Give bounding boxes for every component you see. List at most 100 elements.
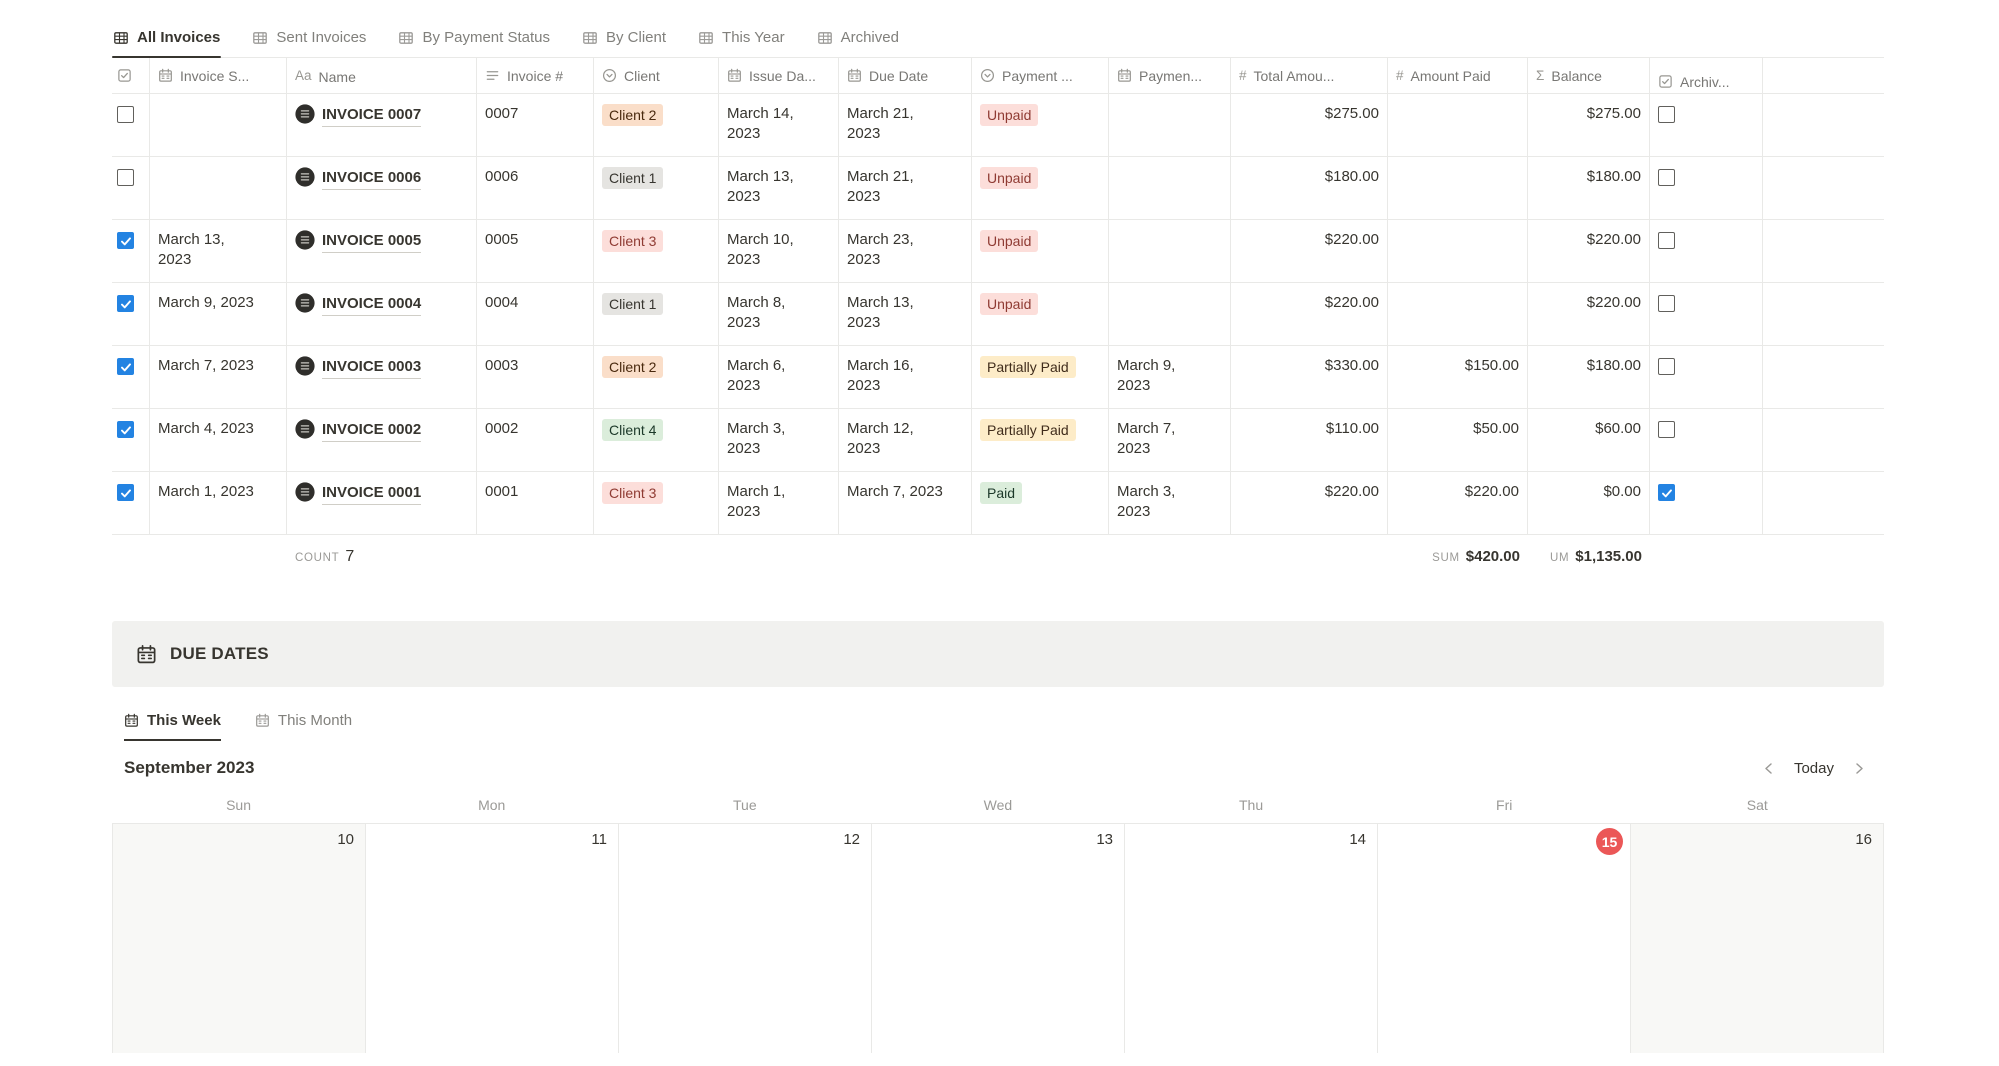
balance-cell[interactable]: $220.00 [1528,220,1650,282]
table-row[interactable]: March 13, 2023 INVOICE 0005 0005 Client … [112,220,1884,283]
column-header-payment-status[interactable]: Payment ... [972,58,1109,93]
column-header-payment-date[interactable]: Paymen... [1109,58,1231,93]
invoice-page-link[interactable]: INVOICE 0004 [322,294,422,317]
row-select-cell[interactable] [112,409,150,471]
payment-status-cell[interactable]: Partially Paid [972,409,1109,471]
next-week-button[interactable] [1848,757,1870,779]
issue-date-cell[interactable]: March 10, 2023 [719,220,839,282]
calendar-cell-fri-today[interactable]: 15 [1378,824,1631,1053]
row-select-checkbox[interactable] [117,232,134,249]
table-row[interactable]: March 1, 2023 INVOICE 0001 0001 Client 3… [112,472,1884,535]
invoice-sent-cell[interactable]: March 1, 2023 [150,472,287,534]
table-row[interactable]: March 7, 2023 INVOICE 0003 0003 Client 2… [112,346,1884,409]
due-tab-this-week[interactable]: This Week [124,712,221,741]
invoice-sent-cell[interactable]: March 4, 2023 [150,409,287,471]
invoice-name-cell[interactable]: INVOICE 0004 [287,283,477,345]
column-header-total-amount[interactable]: # Total Amou... [1231,58,1388,93]
issue-date-cell[interactable]: March 8, 2023 [719,283,839,345]
invoice-sent-cell[interactable]: March 13, 2023 [150,220,287,282]
view-tab-sent-invoices[interactable]: Sent Invoices [251,29,367,57]
invoice-number-cell[interactable]: 0005 [477,220,594,282]
archived-checkbox[interactable] [1658,421,1675,438]
table-row[interactable]: March 4, 2023 INVOICE 0002 0002 Client 4… [112,409,1884,472]
invoice-sent-cell[interactable] [150,94,287,156]
client-cell[interactable]: Client 3 [594,220,719,282]
invoice-page-link[interactable]: INVOICE 0003 [322,357,422,380]
today-button[interactable]: Today [1793,759,1834,777]
invoice-number-cell[interactable]: 0004 [477,283,594,345]
total-amount-cell[interactable]: $110.00 [1231,409,1388,471]
issue-date-cell[interactable]: March 14, 2023 [719,94,839,156]
total-amount-cell[interactable]: $330.00 [1231,346,1388,408]
column-header-invoice-sent[interactable]: Invoice S... [150,58,287,93]
client-cell[interactable]: Client 1 [594,283,719,345]
client-cell[interactable]: Client 1 [594,157,719,219]
table-row[interactable]: INVOICE 0007 0007 Client 2 March 14, 202… [112,94,1884,157]
invoice-number-cell[interactable]: 0002 [477,409,594,471]
invoice-sent-cell[interactable] [150,157,287,219]
header-select-all[interactable] [112,58,150,93]
archived-cell[interactable] [1650,346,1763,408]
column-header-archived[interactable]: Archiv... [1650,58,1763,93]
balance-cell[interactable]: $60.00 [1528,409,1650,471]
due-tab-this-month[interactable]: This Month [255,712,352,741]
payment-status-cell[interactable]: Paid [972,472,1109,534]
payment-status-cell[interactable]: Partially Paid [972,346,1109,408]
total-amount-cell[interactable]: $180.00 [1231,157,1388,219]
amount-paid-cell[interactable]: $220.00 [1388,472,1528,534]
archived-cell[interactable] [1650,409,1763,471]
invoice-number-cell[interactable]: 0001 [477,472,594,534]
row-select-cell[interactable] [112,94,150,156]
view-tab-all-invoices[interactable]: All Invoices [112,29,222,58]
archived-checkbox[interactable] [1658,484,1675,501]
payment-date-cell[interactable] [1109,94,1231,156]
calendar-cell-mon[interactable]: 11 [366,824,619,1053]
payment-date-cell[interactable] [1109,220,1231,282]
due-date-cell[interactable]: March 12, 2023 [839,409,972,471]
row-select-cell[interactable] [112,220,150,282]
invoice-number-cell[interactable]: 0006 [477,157,594,219]
row-select-checkbox[interactable] [117,484,134,501]
balance-cell[interactable]: $220.00 [1528,283,1650,345]
invoice-sent-cell[interactable]: March 7, 2023 [150,346,287,408]
archived-cell[interactable] [1650,94,1763,156]
row-select-cell[interactable] [112,157,150,219]
issue-date-cell[interactable]: March 6, 2023 [719,346,839,408]
row-select-checkbox[interactable] [117,169,134,186]
total-amount-cell[interactable]: $220.00 [1231,220,1388,282]
view-tab-by-client[interactable]: By Client [581,29,667,57]
issue-date-cell[interactable]: March 1, 2023 [719,472,839,534]
row-select-checkbox[interactable] [117,358,134,375]
amount-paid-cell[interactable]: $150.00 [1388,346,1528,408]
archived-cell[interactable] [1650,283,1763,345]
client-cell[interactable]: Client 2 [594,94,719,156]
sum-amount-paid-aggregate[interactable]: SUM $420.00 [1432,548,1520,565]
count-aggregate[interactable]: COUNT 7 [295,548,354,566]
invoice-name-cell[interactable]: INVOICE 0003 [287,346,477,408]
invoice-name-cell[interactable]: INVOICE 0002 [287,409,477,471]
client-cell[interactable]: Client 3 [594,472,719,534]
row-select-checkbox[interactable] [117,106,134,123]
payment-status-cell[interactable]: Unpaid [972,283,1109,345]
calendar-cell-sat[interactable]: 16 [1631,824,1884,1053]
payment-status-cell[interactable]: Unpaid [972,94,1109,156]
table-row[interactable]: March 9, 2023 INVOICE 0004 0004 Client 1… [112,283,1884,346]
invoice-name-cell[interactable]: INVOICE 0006 [287,157,477,219]
prev-week-button[interactable] [1758,757,1780,779]
invoice-page-link[interactable]: INVOICE 0007 [322,105,422,128]
calendar-cell-wed[interactable]: 13 [872,824,1125,1053]
invoice-number-cell[interactable]: 0003 [477,346,594,408]
column-header-name[interactable]: Aa Name [287,58,477,93]
calendar-cell-sun[interactable]: 10 [113,824,366,1053]
invoice-name-cell[interactable]: INVOICE 0005 [287,220,477,282]
balance-cell[interactable]: $180.00 [1528,346,1650,408]
row-select-cell[interactable] [112,472,150,534]
archived-checkbox[interactable] [1658,106,1675,123]
payment-date-cell[interactable]: March 7, 2023 [1109,409,1231,471]
row-select-cell[interactable] [112,346,150,408]
client-cell[interactable]: Client 2 [594,346,719,408]
client-cell[interactable]: Client 4 [594,409,719,471]
column-header-issue-date[interactable]: Issue Da... [719,58,839,93]
invoice-name-cell[interactable]: INVOICE 0001 [287,472,477,534]
invoice-name-cell[interactable]: INVOICE 0007 [287,94,477,156]
